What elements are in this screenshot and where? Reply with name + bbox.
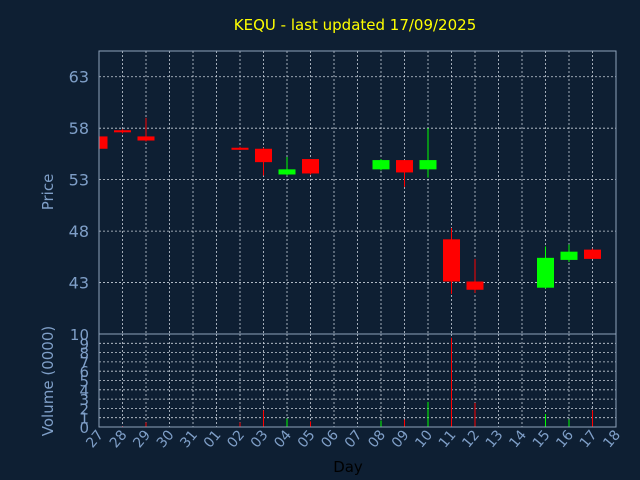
volume-tick-label: 3: [79, 391, 89, 409]
x-axis-label: Day: [333, 458, 363, 476]
volume-tick-label: 6: [79, 363, 89, 381]
volume-tick-label: 1: [79, 410, 89, 428]
volume-bars: [98, 337, 593, 427]
candle-body: [255, 148, 272, 163]
volume-tick-label: 10: [70, 326, 89, 344]
candle-body: [278, 169, 296, 175]
volume-tick-label: 2: [79, 400, 89, 418]
volume-tick-label: 5: [79, 373, 89, 391]
candle-body: [99, 136, 108, 149]
candle-body: [443, 239, 460, 282]
price-axis-label: Price: [39, 174, 57, 211]
candle-body: [419, 160, 437, 170]
volume-tick-label: 4: [79, 382, 89, 400]
candle-body: [396, 160, 413, 173]
price-tick-label: 43: [69, 274, 89, 293]
x-axis-ticks: 27 28 29 30 31 01 02 03 04 05 06 07 08 09 10 11 12 13 14 15…: [83, 427, 624, 451]
candle-body: [137, 136, 155, 141]
candle-body: [372, 160, 390, 170]
candle-body: [231, 147, 249, 150]
price-tick-label: 58: [69, 119, 89, 138]
price-tick-label: 48: [69, 222, 89, 241]
price-tick-label: 53: [69, 171, 89, 190]
candlesticks: [98, 117, 601, 294]
volume-axis-label: Volume (0000): [39, 326, 57, 436]
candle-body: [114, 130, 131, 133]
candle-body: [537, 257, 554, 288]
volume-tick-label: 0: [79, 419, 89, 437]
volume-tick-label: 8: [79, 345, 89, 363]
candle-body: [302, 159, 319, 174]
volume-panel-frame: [98, 333, 617, 428]
price-tick-label: 63: [69, 68, 89, 87]
candle-body: [560, 251, 578, 260]
panel-frames: [98, 50, 617, 428]
candle-body: [466, 281, 484, 290]
price-y-ticks: 43 48 53 58 63: [69, 68, 89, 293]
candle-body: [584, 249, 601, 259]
chart-title: KEQU - last updated 17/09/2025: [234, 16, 476, 34]
volume-tick-label: 9: [79, 335, 89, 353]
volume-tick-label: 7: [79, 354, 89, 372]
